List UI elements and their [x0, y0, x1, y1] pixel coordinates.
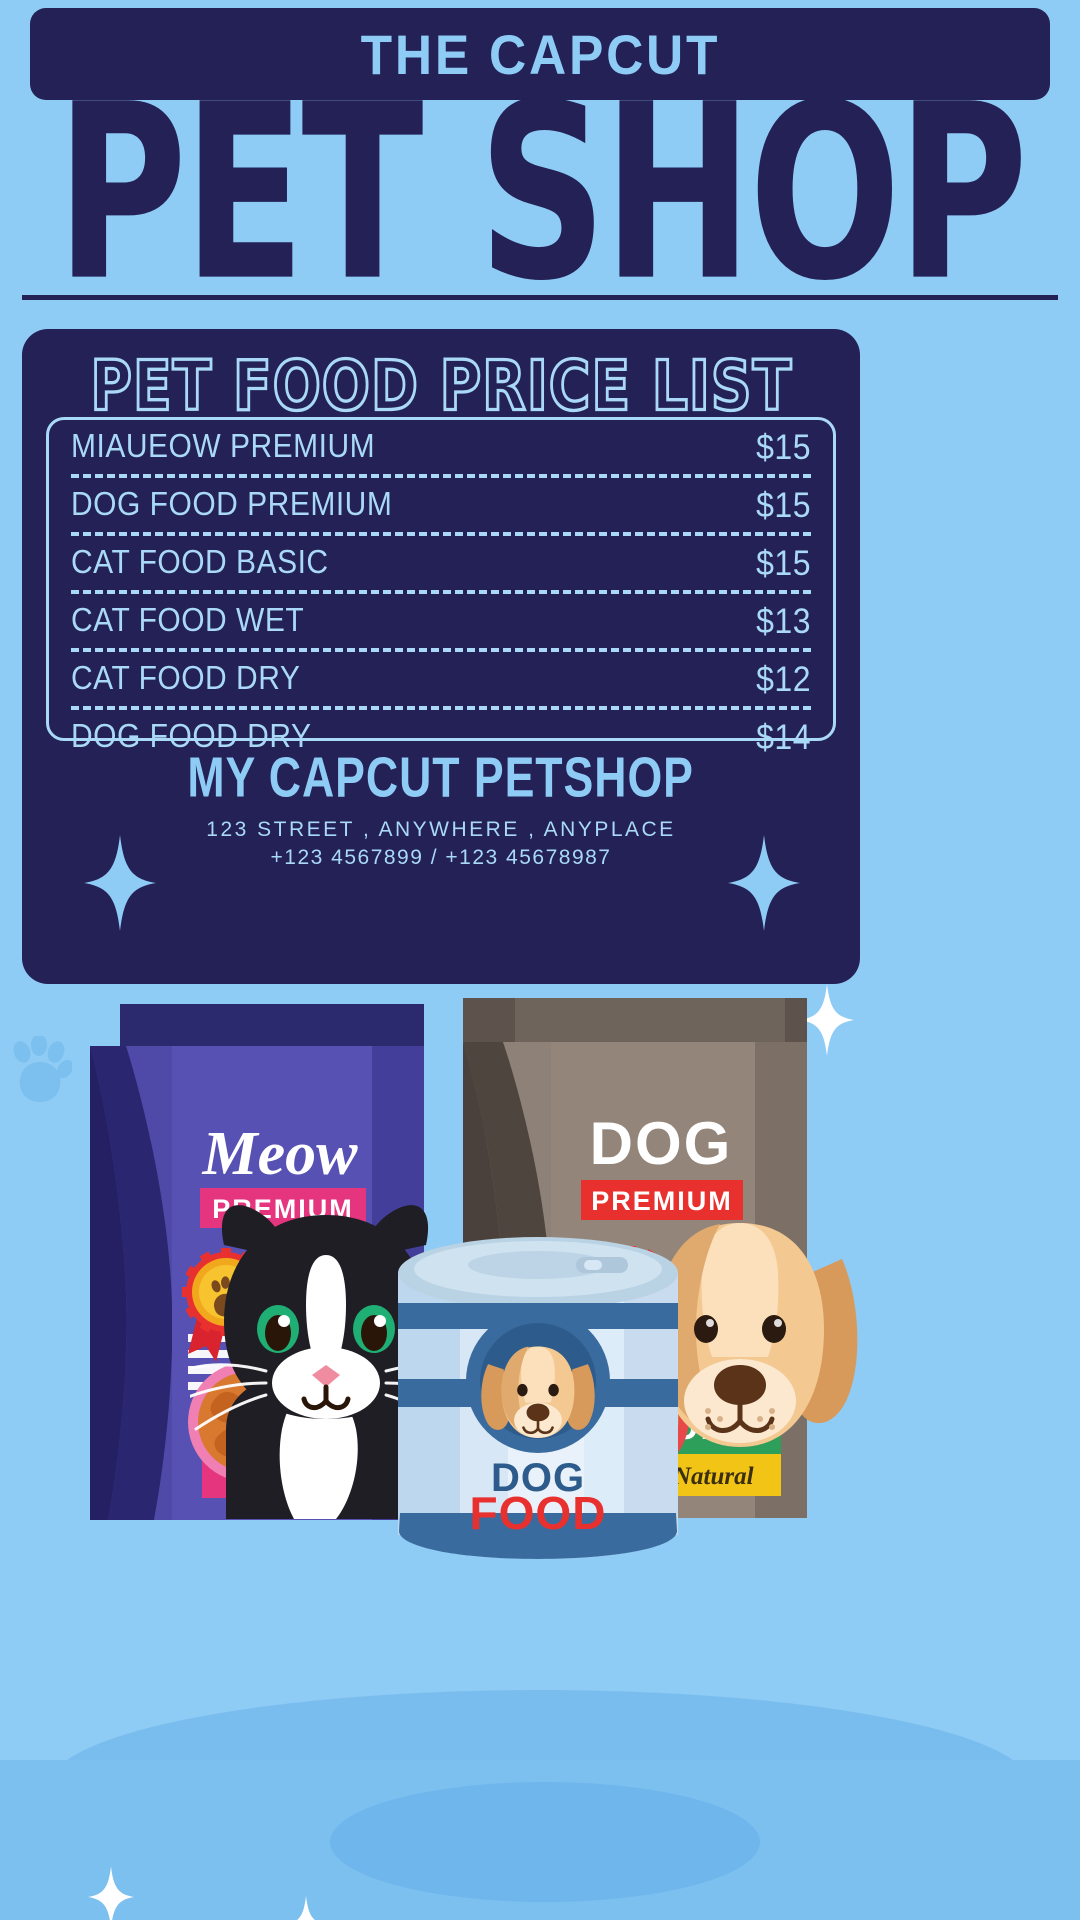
dog-bag-badge: PREMIUM	[591, 1186, 733, 1216]
price-row[interactable]: MIAUEOW PREMIUM $15	[71, 420, 811, 474]
price-list-heading-text: PET FOOD PRICE LIST	[89, 345, 793, 428]
shop-phones: +123 4567899 / +123 45678987	[270, 846, 612, 869]
paw-print-icon	[8, 1034, 74, 1111]
cat-illustration	[186, 1179, 480, 1544]
shop-name-text: MY CAPCUT PETSHOP	[187, 744, 695, 809]
price-row[interactable]: CAT FOOD BASIC $15	[71, 536, 811, 590]
header-eyebrow: THE CAPCUT	[360, 22, 720, 86]
row-divider	[71, 706, 811, 710]
price-row[interactable]: DOG FOOD DRY $14	[71, 710, 811, 764]
product-illustration: DOG PREMIUM ADULT 100% Natural	[0, 984, 1080, 1920]
row-divider	[71, 590, 811, 594]
price-row-label: DOG FOOD PREMIUM	[71, 486, 393, 523]
header-banner: THE CAPCUT	[30, 8, 1050, 100]
page-title: PET SHOP	[0, 73, 1080, 315]
price-row[interactable]: CAT FOOD DRY $12	[71, 652, 811, 706]
price-row-label: DOG FOOD DRY	[71, 718, 312, 755]
sparkle-icon	[88, 1866, 134, 1920]
dog-bag-badge-bg	[581, 1180, 743, 1220]
row-divider	[71, 474, 811, 478]
shop-name: MY CAPCUT PETSHOP	[22, 745, 860, 809]
paw-print-icon	[150, 1887, 201, 1920]
price-row-value: $12	[756, 658, 811, 699]
price-row-label: CAT FOOD DRY	[71, 660, 301, 697]
cat-bag-brand: Meow	[202, 1120, 359, 1188]
sparkle-icon	[284, 1896, 328, 1920]
can-label-line2: FOOD	[470, 1487, 607, 1539]
dog-food-can: DOG FOOD	[388, 1229, 688, 1574]
shop-address: 123 STREET , ANYWHERE , ANYPLACE	[206, 818, 676, 841]
price-row-label: CAT FOOD BASIC	[71, 544, 329, 581]
price-row-label: MIAUEOW PREMIUM	[71, 428, 376, 465]
row-divider	[71, 648, 811, 652]
title-divider	[22, 295, 1058, 300]
price-card: PET FOOD PRICE LIST MIAUEOW PREMIUM $15 …	[22, 329, 860, 984]
row-divider	[71, 532, 811, 536]
price-row-value: $15	[756, 542, 811, 583]
dog-bag-brand: DOG	[590, 1110, 733, 1177]
price-list-heading: PET FOOD PRICE LIST	[22, 345, 860, 428]
floor-shadow-inner	[330, 1782, 760, 1902]
sparkle-icon	[800, 984, 854, 1061]
page-title-text: PET SHOP	[55, 53, 1028, 334]
price-row-value: $13	[756, 600, 811, 641]
card-footer: MY CAPCUT PETSHOP 123 STREET , ANYWHERE …	[22, 745, 860, 870]
can-label-line1: DOG	[491, 1456, 585, 1500]
sparkle-icon	[84, 835, 156, 931]
price-row-label: CAT FOOD WET	[71, 602, 305, 639]
price-list: MIAUEOW PREMIUM $15 DOG FOOD PREMIUM $15…	[46, 417, 836, 756]
sparkle-icon	[728, 835, 800, 931]
price-row-value: $14	[756, 716, 811, 757]
price-row[interactable]: DOG FOOD PREMIUM $15	[71, 478, 811, 532]
price-row-value: $15	[756, 484, 811, 525]
price-row-value: $15	[756, 426, 811, 467]
price-row[interactable]: CAT FOOD WET $13	[71, 594, 811, 648]
